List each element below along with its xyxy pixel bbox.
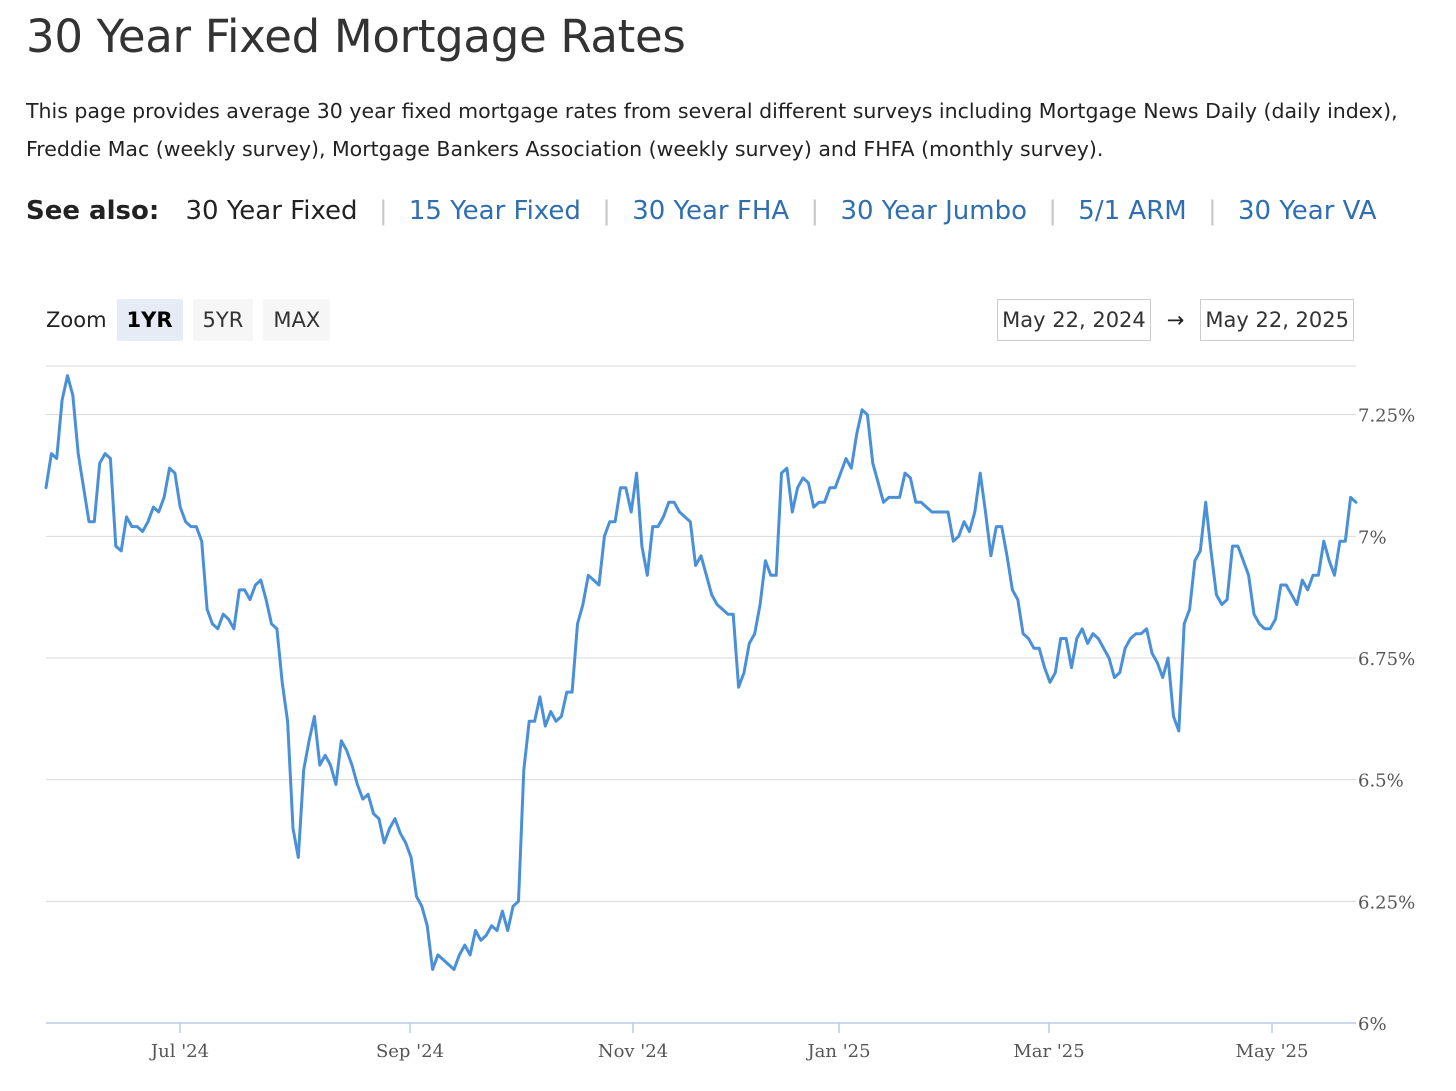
see-also-separator: |: [1207, 196, 1217, 226]
y-tick-label: 6.75%: [1358, 649, 1415, 670]
y-tick-label: 7.25%: [1358, 406, 1415, 427]
range-to-input[interactable]: May 22, 2025: [1200, 299, 1354, 341]
zoom-max-button[interactable]: MAX: [263, 299, 331, 341]
link-30-year-jumbo[interactable]: 30 Year Jumbo: [840, 196, 1027, 226]
x-tick-label: Jan '25: [805, 1041, 870, 1062]
zoom-label: Zoom: [46, 308, 107, 332]
see-also-current: 30 Year Fixed: [185, 196, 358, 226]
page-title: 30 Year Fixed Mortgage Rates: [26, 10, 686, 63]
range-arrow: →: [1166, 308, 1185, 332]
zoom-controls: Zoom 1YR 5YR MAX: [46, 299, 340, 341]
intro-paragraph: This page provides average 30 year fixed…: [26, 99, 1398, 161]
date-range: May 22, 2024 → May 22, 2025: [997, 299, 1354, 341]
y-tick-label: 6.25%: [1358, 892, 1415, 913]
x-tick-label: May '25: [1236, 1041, 1309, 1062]
link-15-year-fixed[interactable]: 15 Year Fixed: [408, 196, 581, 226]
zoom-5yr-button[interactable]: 5YR: [192, 299, 254, 341]
link-30-year-va[interactable]: 30 Year VA: [1238, 196, 1377, 226]
y-tick-label: 6%: [1358, 1014, 1387, 1035]
x-tick-label: Mar '25: [1013, 1041, 1084, 1062]
y-tick-label: 6.5%: [1358, 771, 1404, 792]
zoom-1yr-button[interactable]: 1YR: [116, 299, 183, 341]
link-5-1-arm[interactable]: 5/1 ARM: [1078, 196, 1187, 226]
x-tick-label: Jul '24: [149, 1041, 209, 1062]
x-tick-label: Sep '24: [376, 1041, 444, 1062]
see-also-nav: See also: 30 Year Fixed | 15 Year Fixed …: [26, 196, 1377, 226]
y-tick-label: 7%: [1358, 527, 1387, 548]
see-also-separator: |: [378, 196, 388, 226]
link-30-year-fha[interactable]: 30 Year FHA: [632, 196, 790, 226]
rate-series-line: [44, 374, 1358, 971]
x-tick-label: Nov '24: [598, 1041, 668, 1062]
see-also-label: See also:: [26, 196, 160, 226]
see-also-separator: |: [602, 196, 611, 226]
rate-chart[interactable]: 6% 6.25% 6.5% 6.75% 7% 7.25% Jul '24 Sep '24 Nov…: [0, 350, 1456, 1091]
range-from-input[interactable]: May 22, 2024: [997, 299, 1151, 341]
see-also-separator: |: [1048, 196, 1058, 226]
see-also-separator: |: [810, 196, 820, 226]
